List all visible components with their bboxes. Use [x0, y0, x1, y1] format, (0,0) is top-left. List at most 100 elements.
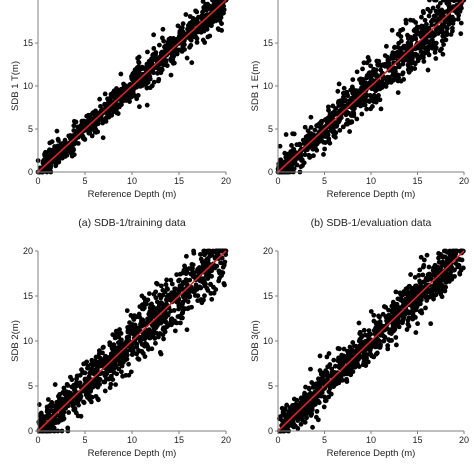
data-point	[50, 403, 56, 409]
data-point	[417, 309, 423, 315]
data-point	[364, 106, 370, 112]
data-point	[443, 37, 449, 43]
data-point	[432, 284, 437, 289]
data-point	[385, 346, 391, 352]
data-point	[56, 417, 61, 423]
data-point	[326, 351, 332, 356]
data-point	[386, 337, 392, 343]
data-point	[303, 384, 308, 390]
data-point	[294, 162, 300, 168]
data-point	[459, 257, 465, 263]
data-point	[295, 418, 301, 423]
data-point	[362, 102, 368, 108]
data-point	[373, 325, 378, 331]
data-point	[59, 141, 64, 147]
data-point	[79, 121, 85, 127]
data-point	[385, 54, 390, 60]
data-point	[380, 76, 386, 82]
data-point	[136, 59, 141, 65]
data-point	[137, 314, 143, 320]
data-point	[432, 269, 438, 275]
data-point	[455, 262, 461, 268]
data-point	[118, 331, 124, 336]
data-point	[106, 109, 112, 115]
x-tick-label: 0	[275, 176, 280, 186]
data-point	[75, 124, 81, 130]
data-point	[316, 400, 322, 406]
data-point	[419, 31, 424, 37]
data-point	[381, 334, 387, 339]
data-point	[340, 90, 346, 96]
data-point	[302, 395, 308, 401]
data-point	[360, 66, 365, 72]
data-point	[211, 284, 216, 290]
data-point	[157, 55, 162, 60]
data-point	[344, 109, 350, 115]
data-point	[453, 251, 459, 257]
data-point	[97, 377, 103, 382]
data-point	[163, 282, 169, 287]
y-tick-label: 15	[23, 291, 33, 301]
data-point	[128, 330, 134, 336]
data-point	[395, 72, 401, 78]
data-point	[356, 344, 362, 350]
data-point	[448, 268, 454, 274]
data-point	[218, 15, 224, 20]
data-point	[177, 286, 183, 291]
data-point	[172, 286, 178, 292]
data-point	[160, 26, 166, 32]
data-point	[327, 362, 333, 367]
data-point	[431, 13, 437, 19]
data-point	[219, 21, 224, 26]
data-point	[300, 163, 305, 169]
data-point	[323, 377, 329, 383]
data-point	[333, 363, 338, 369]
data-point	[409, 57, 415, 62]
data-point	[312, 127, 318, 133]
data-point	[336, 81, 342, 87]
data-point	[149, 322, 155, 328]
data-point	[207, 248, 213, 254]
data-point	[195, 19, 200, 24]
data-point	[207, 33, 213, 39]
data-point	[46, 422, 52, 428]
data-point	[110, 347, 116, 353]
x-tick-label: 10	[366, 435, 376, 445]
data-point	[182, 47, 187, 52]
data-point	[129, 74, 135, 79]
data-point	[427, 0, 432, 3]
data-point	[367, 74, 373, 80]
data-point	[335, 358, 341, 364]
data-point	[293, 401, 299, 407]
data-point	[420, 9, 426, 14]
x-tick-label: 10	[127, 435, 137, 445]
data-point	[100, 135, 106, 141]
data-point	[44, 157, 50, 163]
data-point	[38, 410, 44, 416]
data-point	[376, 80, 382, 86]
data-point	[400, 71, 405, 77]
data-point	[315, 417, 321, 423]
data-point	[184, 327, 190, 333]
data-point	[180, 21, 186, 27]
data-point	[202, 252, 207, 258]
data-point	[388, 329, 394, 335]
x-tick-label: 20	[221, 435, 231, 445]
data-point	[425, 6, 431, 12]
data-point	[458, 267, 464, 273]
y-tick-label: 5	[28, 381, 33, 391]
data-point	[113, 347, 119, 352]
data-point	[156, 302, 162, 308]
data-point	[442, 254, 448, 260]
data-point	[440, 259, 446, 265]
data-point	[159, 66, 165, 71]
data-point	[400, 26, 406, 32]
fit-line-c	[37, 250, 227, 432]
data-point	[362, 94, 368, 100]
x-tick-label: 15	[174, 176, 184, 186]
y-tick-label: 0	[28, 167, 33, 177]
data-point	[130, 348, 136, 354]
data-point	[409, 36, 414, 42]
y-tick-label: 15	[23, 38, 33, 48]
data-point	[317, 382, 323, 388]
